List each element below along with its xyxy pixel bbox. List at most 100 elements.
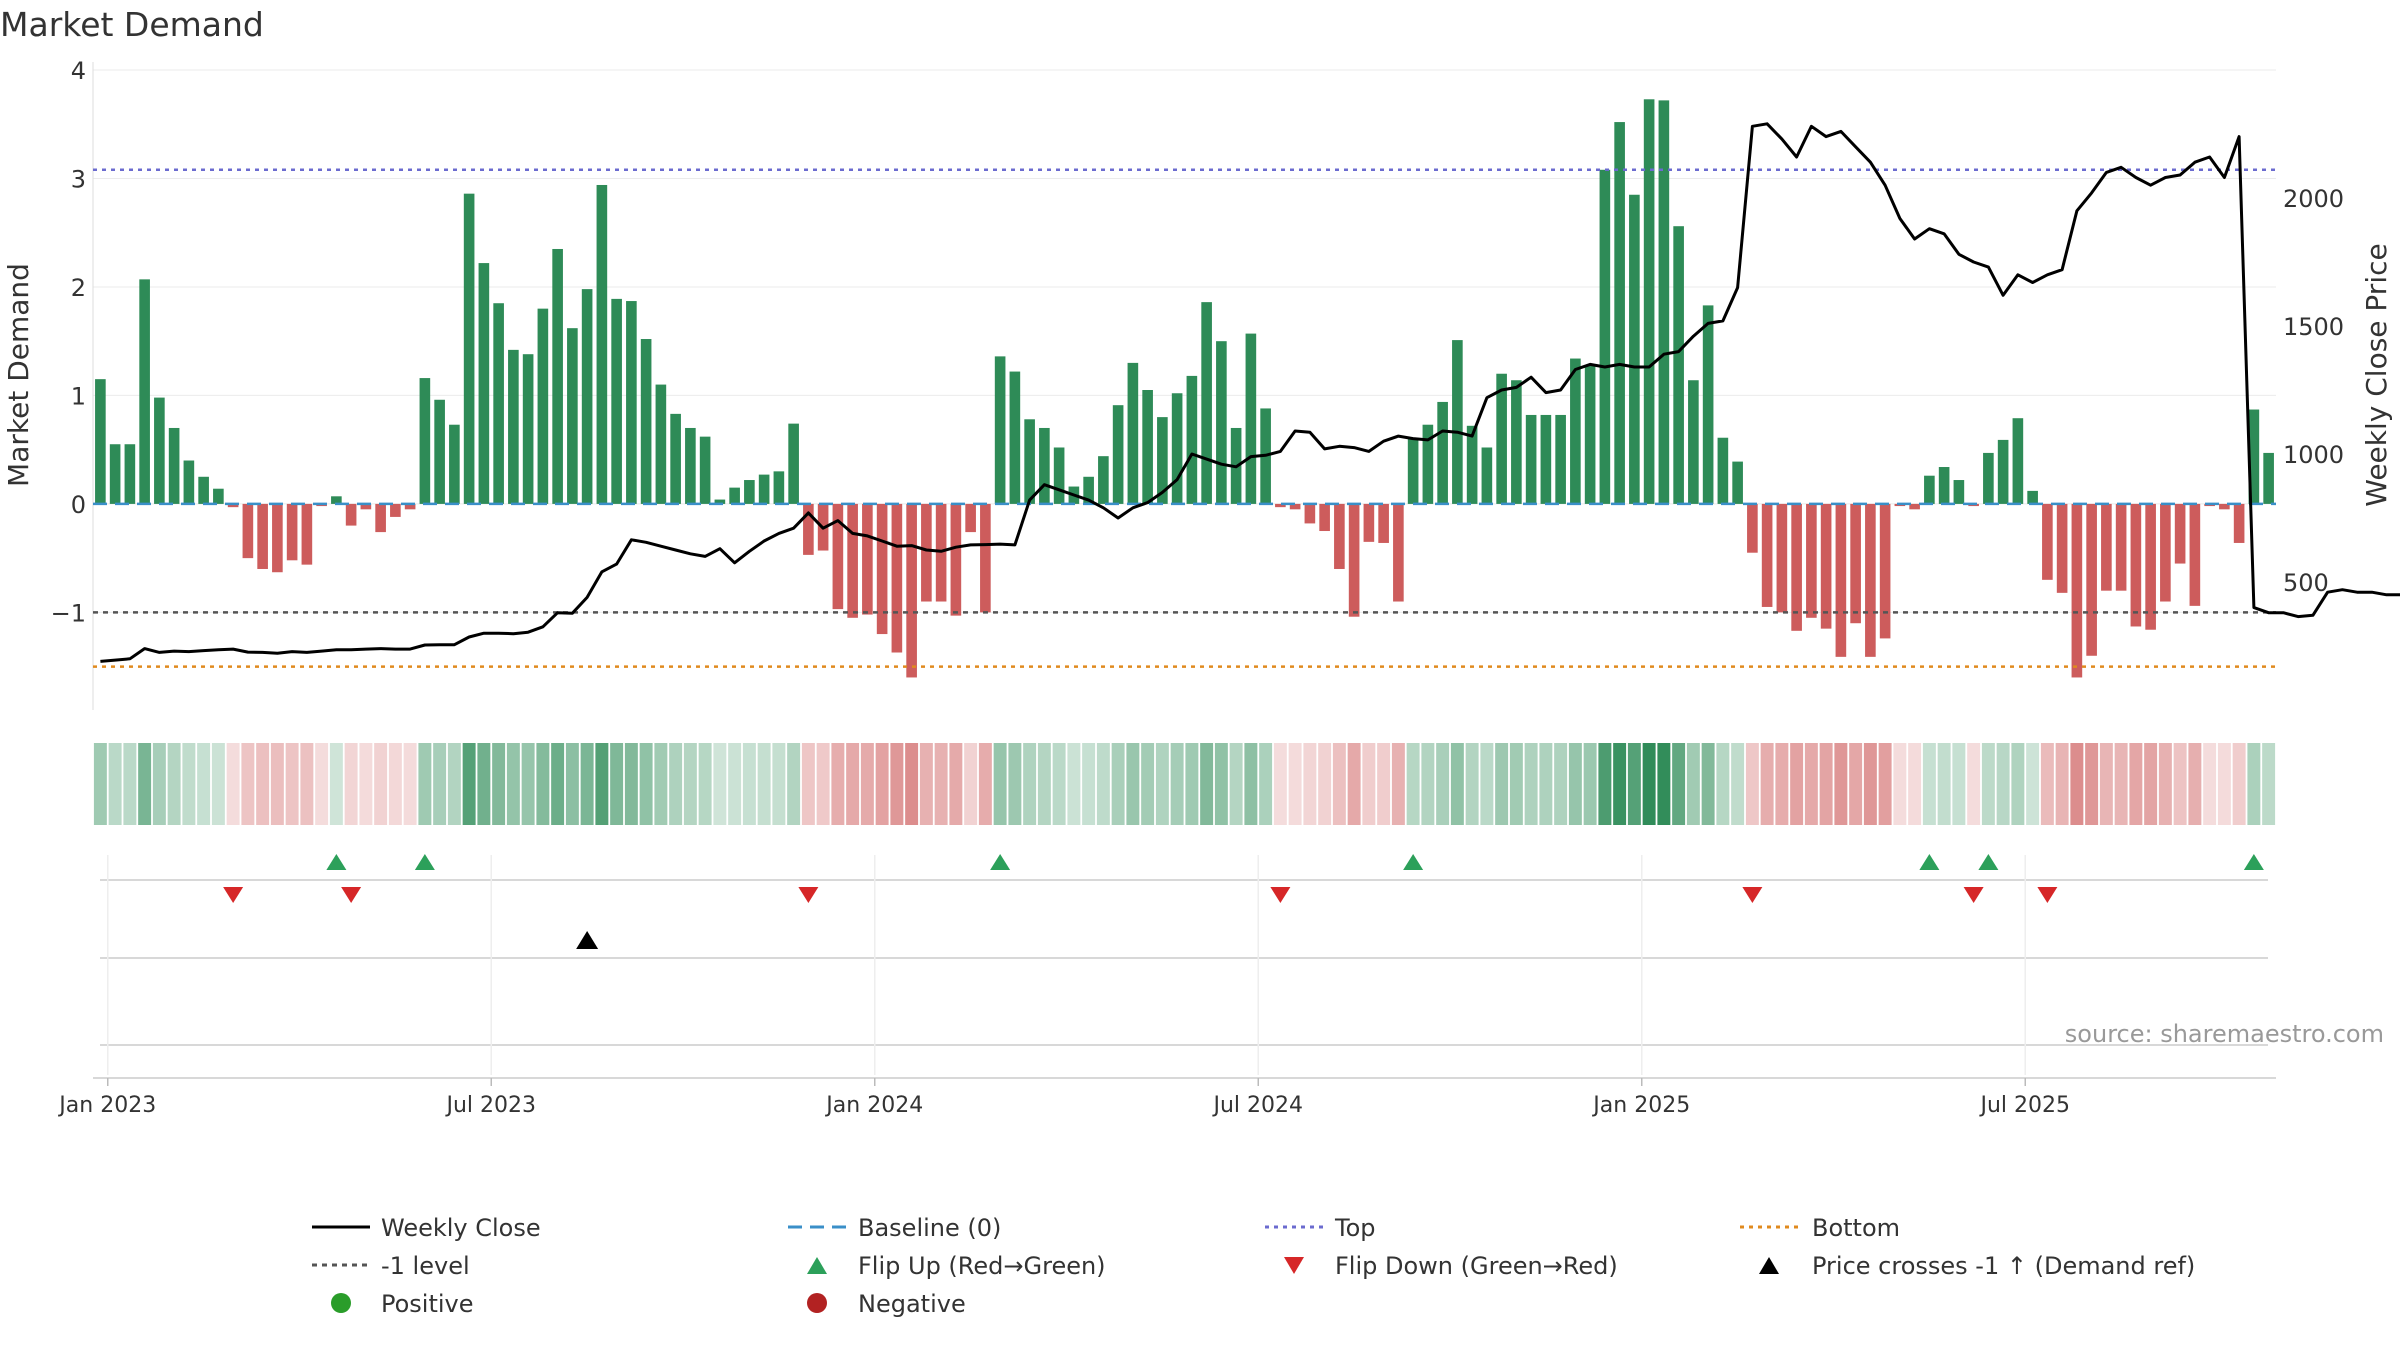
heat-cell <box>551 743 565 825</box>
heat-cell <box>846 743 860 825</box>
legend: Weekly Close Baseline (0) Top Bottom -1 … <box>312 1214 2195 1318</box>
heat-cell <box>241 743 255 825</box>
heat-cell <box>418 743 432 825</box>
demand-bar <box>1629 194 1640 504</box>
demand-bar <box>876 503 888 635</box>
demand-bar <box>345 503 357 526</box>
demand-bar <box>286 503 298 561</box>
demand-bar <box>1850 503 1861 624</box>
heat-cell <box>344 743 358 825</box>
demand-bar <box>2189 503 2201 606</box>
heat-cell <box>2085 743 2099 825</box>
demand-bar <box>257 503 268 569</box>
y-tick-label: 2 <box>71 274 86 302</box>
heat-cell <box>2099 743 2113 825</box>
heat-cell <box>2232 743 2246 825</box>
flip-up-marker <box>990 854 1011 870</box>
y2-axis-label: Weekly Close Price <box>2360 243 2393 506</box>
heat-cell <box>108 743 122 825</box>
heat-cell <box>1288 743 1302 825</box>
demand-bar <box>1761 503 1773 607</box>
flip-down-marker <box>1270 887 1291 903</box>
flip-down-marker <box>1742 887 1763 903</box>
heat-cell <box>1775 743 1789 825</box>
flip-up-marker <box>414 854 435 870</box>
chart-title: Market Demand <box>0 5 264 44</box>
demand-bar <box>1407 437 1419 504</box>
demand-bar <box>95 379 106 504</box>
x-tick-label: Jan 2024 <box>824 1093 923 1118</box>
demand-heat-strip <box>93 743 2276 825</box>
flip-up-marker <box>1978 854 1999 870</box>
heat-cell <box>964 743 978 825</box>
demand-bar <box>1289 503 1301 510</box>
demand-bar <box>714 499 726 504</box>
demand-bar <box>109 444 121 504</box>
demand-bar <box>1717 437 1729 504</box>
demand-bar <box>434 399 445 504</box>
x-tick-label: Jan 2023 <box>57 1093 156 1118</box>
demand-bar <box>213 488 224 504</box>
demand-bar <box>1319 503 1330 532</box>
heat-cell <box>949 743 963 825</box>
legend-positive-marker <box>331 1293 351 1313</box>
demand-bar <box>965 503 976 533</box>
heat-cell <box>1804 743 1818 825</box>
heat-cell <box>1672 743 1686 825</box>
demand-bar <box>1186 375 1198 504</box>
source-label: source: sharemaestro.com <box>2065 1020 2384 1048</box>
heat-cell <box>669 743 683 825</box>
heat-cell <box>831 743 845 825</box>
demand-bar <box>640 339 652 504</box>
heat-cell <box>1229 743 1243 825</box>
heat-cell <box>1480 743 1494 825</box>
demand-bar <box>2012 418 2024 504</box>
demand-bar <box>994 356 1006 504</box>
heat-cell <box>1273 743 1287 825</box>
demand-bar <box>1525 414 1537 504</box>
demand-bar <box>552 248 563 504</box>
demand-bar <box>1496 373 1507 504</box>
heat-cell <box>875 743 889 825</box>
heat-cell <box>2188 743 2202 825</box>
x-tick-label: Jul 2025 <box>1978 1093 2070 1118</box>
demand-bar <box>2042 503 2053 580</box>
heat-cell <box>2262 743 2276 825</box>
heat-cell <box>801 743 815 825</box>
demand-bar <box>1879 503 1891 639</box>
y-tick-label: 0 <box>71 491 86 519</box>
demand-bar <box>198 476 209 504</box>
heat-cell <box>2217 743 2231 825</box>
heat-cell <box>477 743 491 825</box>
x-tick-label: Jul 2024 <box>1211 1093 1303 1118</box>
heat-cell <box>1244 743 1258 825</box>
heat-cell <box>1052 743 1066 825</box>
heat-cell <box>359 743 373 825</box>
heat-cell <box>285 743 299 825</box>
demand-bar <box>1584 365 1596 504</box>
y2-tick-label: 1000 <box>2283 441 2344 469</box>
y2-tick-label: 2000 <box>2283 185 2344 213</box>
heat-cell <box>167 743 181 825</box>
demand-bar <box>2219 503 2230 510</box>
demand-bar <box>2263 452 2274 504</box>
demand-bar <box>1820 503 1832 629</box>
flip-markers <box>100 854 2268 1046</box>
flip-up-marker <box>1403 854 1424 870</box>
demand-bar <box>1599 169 1611 504</box>
demand-bar <box>508 349 519 504</box>
demand-bar <box>832 503 844 610</box>
heat-cell <box>1303 743 1317 825</box>
demand-bar <box>581 289 593 504</box>
reference-lines <box>93 168 2276 668</box>
demand-bar <box>301 503 313 565</box>
demand-bar <box>626 301 637 504</box>
x-tick-label: Jul 2023 <box>444 1093 536 1118</box>
heat-cell <box>123 743 137 825</box>
legend-price-cross: Price crosses -1 ↑ (Demand ref) <box>1812 1252 2195 1280</box>
weekly-close-line <box>100 122 2400 663</box>
demand-bar <box>1466 425 1478 504</box>
demand-bar <box>1806 503 1817 618</box>
demand-bar <box>331 496 342 504</box>
heat-cell <box>447 743 461 825</box>
